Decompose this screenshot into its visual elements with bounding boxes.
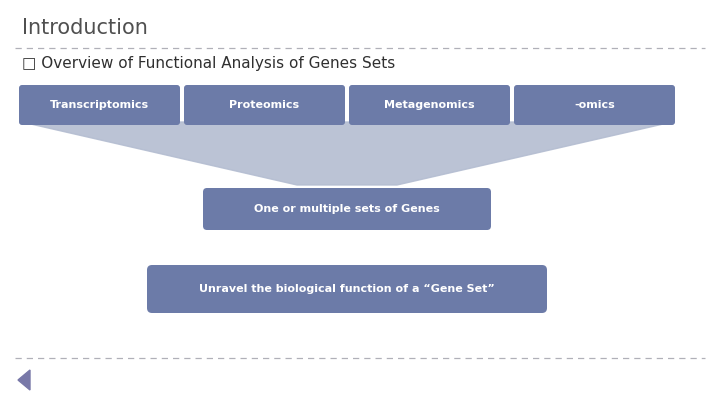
Text: Metagenomics: Metagenomics <box>384 100 474 110</box>
FancyBboxPatch shape <box>19 85 180 125</box>
Text: □ Overview of Functional Analysis of Genes Sets: □ Overview of Functional Analysis of Gen… <box>22 56 395 71</box>
FancyBboxPatch shape <box>203 188 491 230</box>
Text: Introduction: Introduction <box>22 18 148 38</box>
Polygon shape <box>18 370 30 390</box>
FancyBboxPatch shape <box>514 85 675 125</box>
Text: Unravel the biological function of a “Gene Set”: Unravel the biological function of a “Ge… <box>199 284 495 294</box>
FancyBboxPatch shape <box>147 265 547 313</box>
Text: -omics: -omics <box>574 100 615 110</box>
Text: One or multiple sets of Genes: One or multiple sets of Genes <box>254 204 440 214</box>
Text: Proteomics: Proteomics <box>230 100 300 110</box>
FancyBboxPatch shape <box>349 85 510 125</box>
Text: Transcriptomics: Transcriptomics <box>50 100 149 110</box>
FancyBboxPatch shape <box>184 85 345 125</box>
Polygon shape <box>22 122 672 185</box>
